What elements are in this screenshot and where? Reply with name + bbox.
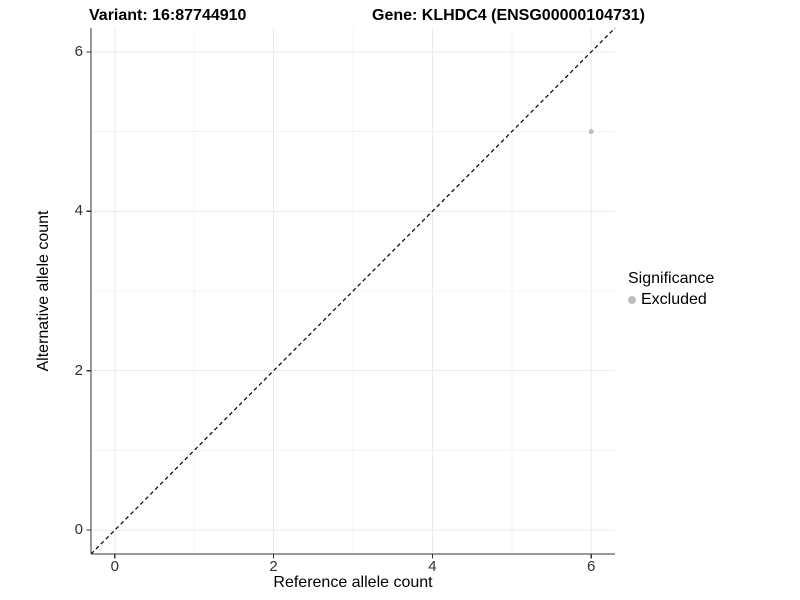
x-tick-label: 6	[587, 558, 596, 575]
x-axis-title: Reference allele count	[273, 574, 433, 591]
y-axis-title: Alternative allele count	[35, 210, 52, 372]
legend-point-icon	[628, 296, 636, 304]
legend-title: Significance	[628, 270, 715, 287]
legend-entry-label: Excluded	[641, 291, 707, 308]
gene-title: Gene: KLHDC4 (ENSG00000104731)	[372, 7, 646, 24]
y-tick-label: 6	[74, 42, 83, 60]
x-tick-label: 4	[428, 558, 437, 575]
data-point	[588, 129, 594, 135]
legend-entries: Excluded	[628, 291, 714, 309]
y-tick-label: 0	[74, 521, 83, 539]
legend-entry: Excluded	[628, 291, 714, 309]
identity-line	[90, 27, 616, 555]
legend: Significance Excluded	[628, 270, 714, 309]
y-tick-label: 2	[74, 361, 83, 379]
x-tick-label: 0	[110, 558, 119, 575]
x-tick-label: 2	[269, 558, 278, 575]
y-tick-label: 4	[74, 202, 83, 220]
variant-title: Variant: 16:87744910	[89, 7, 247, 24]
